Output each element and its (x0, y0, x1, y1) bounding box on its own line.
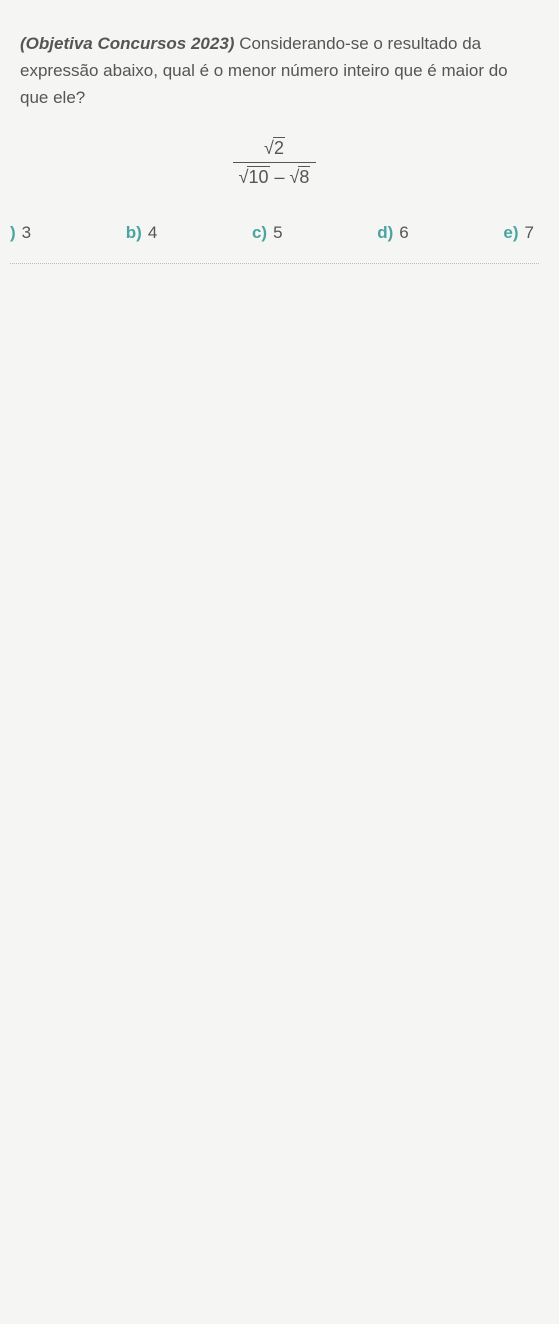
option-b[interactable]: b) 4 (126, 223, 158, 243)
radicand-den-left: 10 (247, 166, 269, 188)
option-c[interactable]: c) 5 (252, 223, 283, 243)
option-letter: e) (503, 223, 518, 243)
option-value: 4 (148, 223, 157, 243)
option-d[interactable]: d) 6 (377, 223, 409, 243)
option-e[interactable]: e) 7 (503, 223, 534, 243)
denominator: 10 – 8 (233, 163, 317, 188)
sqrt-den-right: 8 (290, 166, 311, 188)
option-letter: c) (252, 223, 267, 243)
option-value: 7 (525, 223, 534, 243)
sqrt-den-left: 10 (239, 166, 270, 188)
options-row: ) 3 b) 4 c) 5 d) 6 e) 7 (10, 223, 539, 243)
fraction: 2 10 – 8 (233, 137, 317, 188)
option-letter: b) (126, 223, 142, 243)
option-value: 5 (273, 223, 282, 243)
divider-line (10, 263, 539, 264)
minus-sign: – (270, 167, 290, 187)
option-value: 6 (399, 223, 408, 243)
sqrt-numerator: 2 (264, 137, 285, 159)
option-letter: d) (377, 223, 393, 243)
question-text: (Objetiva Concursos 2023) Considerando-s… (10, 30, 539, 112)
option-value: 3 (22, 223, 31, 243)
radicand-den-right: 8 (298, 166, 310, 188)
option-letter: ) (10, 223, 16, 243)
option-a[interactable]: ) 3 (10, 223, 31, 243)
question-source: (Objetiva Concursos 2023) (20, 34, 234, 53)
numerator: 2 (233, 137, 317, 163)
math-expression: 2 10 – 8 (10, 137, 539, 188)
radicand-num: 2 (273, 137, 285, 159)
